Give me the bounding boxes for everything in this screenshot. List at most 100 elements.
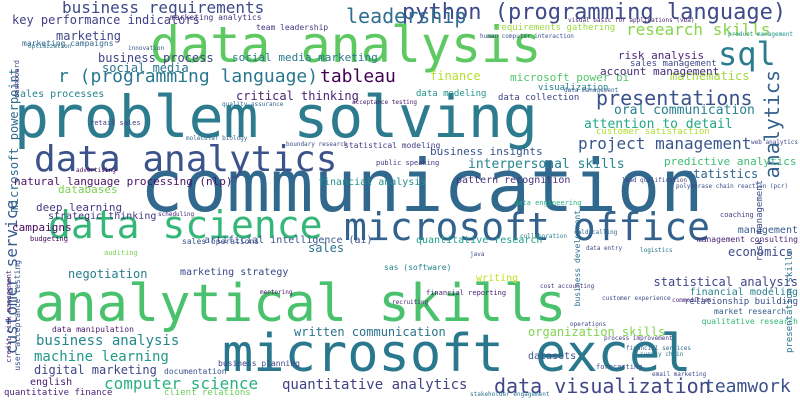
word: communication (140, 144, 704, 228)
word: datasets (528, 351, 577, 362)
word: artificial intelligence (ai) (204, 235, 373, 246)
word: lead qualification (622, 177, 688, 184)
word: critical thinking (236, 89, 359, 103)
word: business analysis (36, 333, 180, 349)
word: innovation (128, 45, 165, 52)
word: scheduling (158, 211, 195, 218)
word: problem solving (14, 83, 538, 151)
word: management (737, 225, 798, 236)
word: advertising (76, 167, 116, 174)
word: risk management (755, 180, 765, 262)
word: team leadership (256, 23, 329, 32)
word: process improvement (604, 335, 673, 342)
word: written communication (294, 325, 446, 339)
word: marketing analytics (170, 13, 262, 22)
word: financial services (626, 345, 692, 352)
word: tableau (320, 66, 396, 87)
word: boundary research (286, 141, 348, 148)
word: data collection (498, 93, 580, 103)
word: customer satisfaction (596, 127, 710, 137)
word: economics (728, 245, 794, 259)
word: predictive analytics (664, 155, 797, 168)
word: project management (578, 134, 752, 153)
word: sales (308, 241, 345, 255)
word: molecular biology (186, 135, 248, 142)
word: deep learning (36, 201, 123, 214)
word: java (470, 251, 485, 258)
word: cost accounting (540, 283, 595, 290)
word: strategic thinking (48, 211, 157, 222)
word: optimization (28, 43, 72, 50)
word: oral communication (614, 103, 755, 118)
word: interpersonal skills (468, 157, 625, 172)
word: email marketing (652, 371, 707, 378)
word: logistics (640, 247, 673, 254)
word: dashboard (13, 60, 21, 98)
word: business insights (430, 145, 543, 158)
word: r (programming language) (58, 66, 319, 87)
word: negotiation (68, 267, 148, 281)
word: marketing campaigns (22, 39, 114, 48)
word: business development (573, 210, 582, 307)
word: statistics (686, 167, 759, 181)
word: sas (software) (384, 263, 452, 272)
word: requirements gathering (496, 23, 616, 33)
word: statistical analysis (653, 275, 799, 289)
word: key performance indicators (12, 13, 200, 27)
word: databases (58, 183, 118, 196)
word: acceptance testing (352, 99, 418, 106)
word: budgeting (30, 235, 68, 243)
word: microsoft power bi (510, 71, 630, 84)
word: stakeholder engagement (470, 391, 550, 398)
word: sales processes (14, 89, 105, 100)
word: web analytics (751, 139, 798, 146)
word: visual basic for applications (vba) (568, 17, 695, 24)
word: social media marketing (232, 51, 378, 64)
word: data manipulation (52, 325, 134, 334)
word: sql (718, 35, 776, 73)
word: social media (102, 61, 189, 75)
word: pattern recognition (456, 175, 571, 186)
word: writing (476, 273, 519, 284)
word: marketing (56, 29, 122, 43)
word: visualization (538, 83, 609, 93)
word: forecasting (596, 363, 643, 371)
word: documentation (164, 367, 227, 376)
word: supply chain (640, 351, 684, 358)
word: machine learning (34, 349, 169, 365)
word: mathematics (670, 69, 750, 83)
word: microsoft office (344, 205, 711, 249)
word: client relations (164, 388, 251, 398)
word: digital marketing (34, 363, 157, 377)
word: natural language processing (nlp) (14, 175, 233, 188)
word: presentation skills (785, 250, 795, 353)
word: data engineering (514, 199, 582, 207)
word: attention to detail (584, 117, 733, 132)
word: business planning (218, 359, 300, 368)
word: recruiting (392, 299, 429, 306)
word: account management (600, 65, 720, 78)
word: business requirements (62, 0, 265, 17)
word: mentoring (260, 289, 293, 296)
word: retail sales (90, 119, 141, 127)
word: data analytics (34, 139, 338, 180)
word: business process (98, 51, 214, 65)
word: microsoft excel (222, 324, 692, 384)
word: computer science (104, 374, 259, 393)
word: risk analysis (618, 49, 705, 62)
word: data modeling (416, 89, 487, 99)
word: financial modeling (689, 287, 798, 298)
word: data entry (586, 245, 623, 252)
word: qualitative research (701, 317, 798, 326)
word: public speaking (376, 159, 440, 167)
word: auditing (104, 249, 138, 257)
word: commodities (672, 297, 712, 304)
word: python (programming language) (402, 0, 787, 25)
word: data visualization (494, 374, 711, 398)
word: english (30, 377, 73, 388)
word: quantitative finance (4, 388, 113, 398)
word: cold calling (574, 229, 618, 236)
word: polymerase chain reaction (pcr) (676, 183, 788, 190)
word: leadership (346, 4, 467, 28)
